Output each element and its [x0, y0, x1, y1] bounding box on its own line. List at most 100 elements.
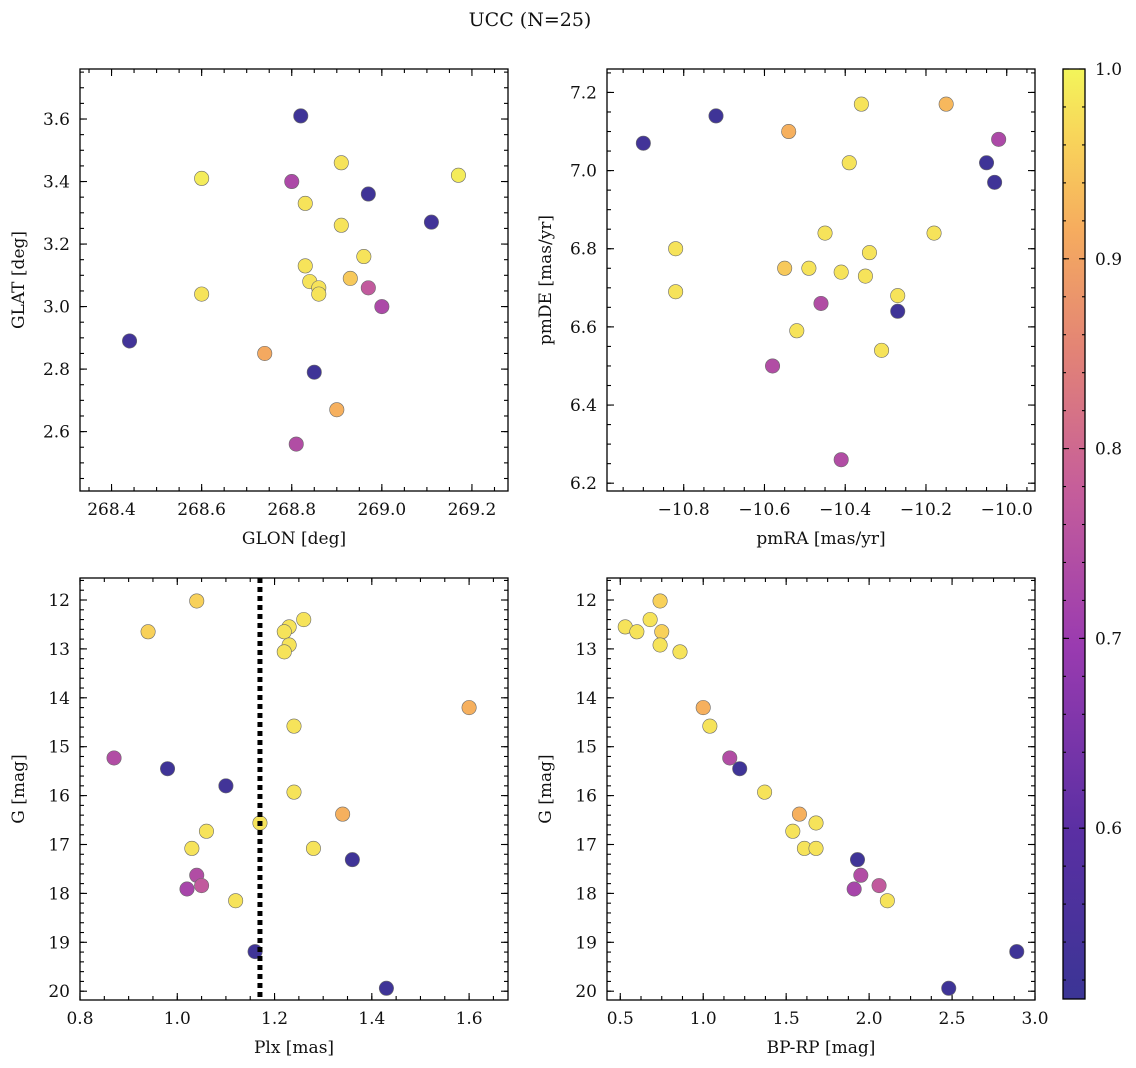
scatter-points: [635, 96, 1007, 468]
scatter-point: [926, 225, 942, 241]
scatter-point: [276, 624, 292, 640]
scatter-point: [140, 624, 156, 640]
x-tick-label: 269.0: [358, 500, 407, 520]
scatter-point: [991, 131, 1007, 147]
x-tick-label: 1.5: [773, 1009, 800, 1029]
scatter-point: [122, 333, 138, 349]
scatter-point: [160, 761, 176, 777]
y-tick-label: 18: [48, 884, 70, 904]
panels: 268.4 268.6 268.8 269.0 269.2 2.6 2.8 3.0 3.2 3.4…: [9, 68, 1049, 1058]
scatter-point: [708, 108, 724, 124]
scatter-point: [356, 249, 372, 265]
x-axis-label: GLON [deg]: [242, 529, 346, 549]
y-tick-label: 2.6: [43, 423, 70, 443]
scatter-point: [333, 217, 349, 233]
scatter-point: [378, 980, 394, 996]
scatter-point: [423, 214, 439, 230]
scatter-points: [106, 593, 477, 996]
scatter-point: [297, 195, 313, 211]
x-tick-label: 268.6: [177, 500, 226, 520]
scatter-point: [286, 718, 302, 734]
scatter-point: [344, 852, 360, 868]
y-tick-label: 19: [575, 933, 597, 953]
scatter-point: [833, 452, 849, 468]
y-axis-label: G [mag]: [536, 754, 556, 823]
y-tick-label: 19: [48, 933, 70, 953]
x-axis-label: Plx [mas]: [254, 1038, 334, 1058]
scatter-point: [635, 135, 651, 151]
scatter-point: [360, 186, 376, 202]
x-tick-label: −10.4: [819, 500, 871, 520]
scatter-point: [853, 867, 869, 883]
x-tick-label: 268.4: [87, 500, 136, 520]
y-tick-label: 6.2: [570, 474, 597, 494]
y-tick-label: 15: [48, 738, 70, 758]
scatter-point: [194, 878, 210, 894]
scatter-point: [808, 815, 824, 831]
plot-frame: [606, 577, 1036, 1001]
x-tick-label: 1.6: [456, 1009, 483, 1029]
scatter-point: [777, 260, 793, 276]
scatter-point: [179, 881, 195, 897]
scatter-point: [808, 840, 824, 856]
scatter-point: [305, 840, 321, 856]
y-tick-label: 14: [48, 689, 70, 709]
colorbar: 0.6 0.7 0.8 0.9 1.0: [1062, 60, 1122, 1000]
scatter-point: [846, 881, 862, 897]
scatter-point: [652, 593, 668, 609]
colorbar-tick-label: 0.9: [1095, 250, 1122, 270]
scatter-point: [668, 284, 684, 300]
scatter-point: [654, 624, 670, 640]
scatter-point: [938, 96, 954, 112]
x-tick-label: 2.5: [939, 1009, 966, 1029]
scatter-points: [122, 108, 466, 452]
panel-2: −10.8 −10.6 −10.4 −10.2 −10.0 6.2 6.4 6.6 6.8 7.0…: [536, 68, 1036, 549]
x-tick-label: 1.4: [358, 1009, 385, 1029]
x-tick-label: −10.8: [658, 500, 710, 520]
scatter-point: [276, 644, 292, 660]
scatter-point: [288, 436, 304, 452]
plot-frame: [79, 577, 509, 1001]
scatter-point: [228, 893, 244, 909]
scatter-point: [672, 644, 688, 660]
y-tick-label: 13: [575, 640, 597, 660]
scatter-point: [757, 784, 773, 800]
scatter-point: [781, 124, 797, 140]
y-tick-label: 3.2: [43, 235, 70, 255]
scatter-point: [194, 286, 210, 302]
colorbar-tick-label: 0.7: [1095, 629, 1122, 649]
scatter-point: [732, 761, 748, 777]
scatter-point: [789, 323, 805, 339]
x-tick-label: 269.2: [448, 500, 497, 520]
x-tick-label: 1.0: [690, 1009, 717, 1029]
scatter-point: [765, 358, 781, 374]
scatter-point: [853, 96, 869, 112]
y-tick-label: 12: [575, 591, 597, 611]
scatter-point: [333, 155, 349, 171]
scatter-point: [194, 170, 210, 186]
scatter-point: [890, 303, 906, 319]
figure-title: UCC (N=25): [469, 9, 592, 31]
scatter-point: [184, 840, 200, 856]
x-tick-label: 0.5: [607, 1009, 634, 1029]
scatter-point: [979, 155, 995, 171]
scatter-point: [374, 299, 390, 315]
scatter-point: [450, 167, 466, 183]
x-tick-label: 1.2: [261, 1009, 288, 1029]
scatter-point: [218, 778, 234, 794]
y-tick-label: 13: [48, 640, 70, 660]
scatter-point: [841, 155, 857, 171]
scatter-point: [642, 612, 658, 628]
scatter-point: [461, 700, 477, 716]
x-tick-label: −10.2: [900, 500, 952, 520]
y-tick-label: 3.4: [43, 173, 70, 193]
scatter-point: [695, 700, 711, 716]
scatter-point: [702, 718, 718, 734]
x-tick-label: 2.0: [856, 1009, 883, 1029]
scatter-point: [1009, 944, 1025, 960]
scatter-point: [342, 270, 358, 286]
x-axis-label: pmRA [mas/yr]: [756, 529, 885, 549]
x-axis-label: BP-RP [mag]: [767, 1038, 876, 1058]
colorbar-tick-label: 0.6: [1095, 819, 1122, 839]
scatter-point: [106, 750, 122, 766]
